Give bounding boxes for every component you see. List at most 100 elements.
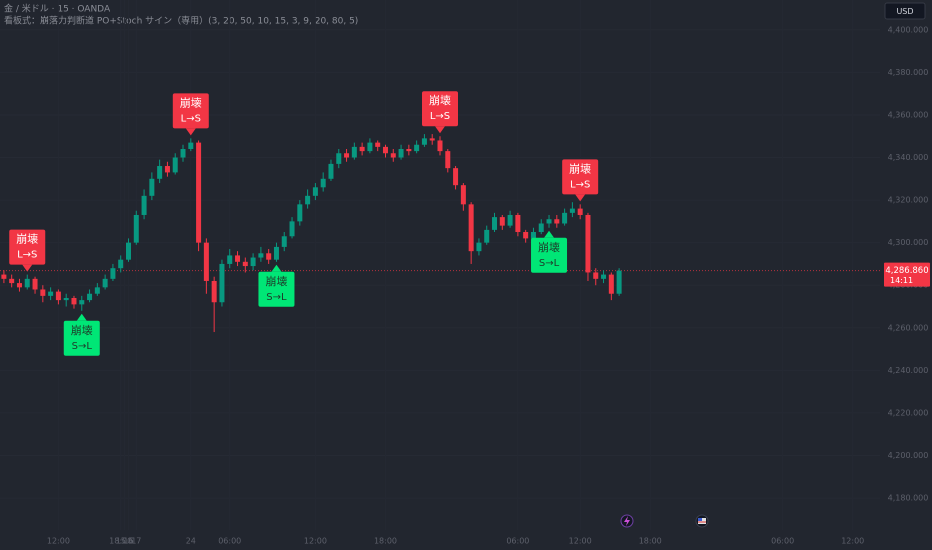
- candle-body: [554, 219, 560, 224]
- candle-body: [110, 268, 116, 279]
- candle-body: [1, 274, 7, 279]
- candle-body: [211, 280, 217, 303]
- x-tick-label: 15.5: [116, 537, 134, 546]
- y-tick-label: 4,180.000: [888, 494, 929, 503]
- candle-body: [414, 144, 420, 152]
- last-price-label: 4,286.860: [885, 266, 928, 276]
- candle-body: [616, 270, 622, 294]
- signal-box: [9, 229, 46, 265]
- candle-body: [523, 232, 529, 239]
- signal-title: 崩壊: [71, 323, 93, 337]
- candle-body: [141, 195, 147, 215]
- candle-body: [328, 163, 334, 179]
- y-tick-label: 4,200.000: [888, 451, 929, 460]
- x-tick-label: 12:00: [304, 537, 327, 546]
- signal-pointer: [76, 313, 87, 321]
- candle-body: [601, 274, 607, 279]
- candle-body: [9, 278, 15, 284]
- signal-label: S→L: [539, 258, 560, 269]
- candle-body: [273, 246, 279, 260]
- x-tick-label: 17: [131, 537, 141, 546]
- x-tick-label: 24: [186, 537, 196, 546]
- x-tick-label: 06:00: [218, 537, 241, 546]
- signal-box: [422, 91, 458, 127]
- signal-box: [172, 93, 209, 129]
- candle-body: [460, 185, 466, 205]
- signal-box: [531, 237, 568, 273]
- x-tick-label: 16: [123, 537, 133, 546]
- candle-body: [367, 142, 373, 152]
- candle-body: [429, 138, 435, 141]
- candle-body: [437, 140, 443, 152]
- candle-body: [118, 259, 124, 269]
- x-tick-label: 12:00: [569, 537, 592, 546]
- candle-body: [71, 297, 77, 305]
- candle-body: [344, 153, 350, 158]
- chart-title: 金 / 米ドル · 15 · OANDA: [4, 3, 111, 15]
- signal-pointer: [271, 264, 282, 272]
- signal-marker: 崩壊 L→S: [562, 159, 599, 202]
- indicator-title: 看板式：崩落力判断道 PO+Stoch サイン（専用）(3, 20, 50, 1…: [4, 15, 358, 27]
- candle-body: [227, 255, 233, 264]
- candle-body: [281, 236, 287, 247]
- candle-body: [499, 217, 505, 226]
- candle-body: [24, 278, 30, 288]
- x-tick-label: 06:00: [771, 537, 794, 546]
- candle-body: [79, 300, 85, 305]
- y-tick-label: 4,220.000: [888, 408, 929, 417]
- candle-body: [289, 221, 295, 237]
- y-tick-label: 4,320.000: [888, 196, 929, 205]
- candle-body: [40, 289, 46, 296]
- candle-body: [188, 142, 194, 149]
- event-icon-bolt: [624, 516, 630, 526]
- candle-body: [164, 166, 170, 173]
- y-tick-label: 4,240.000: [888, 366, 929, 375]
- signal-label: L→S: [570, 179, 590, 190]
- candle-body: [562, 212, 568, 224]
- signal-title: 崩壊: [429, 93, 451, 107]
- candle-body: [172, 157, 178, 173]
- candle-body: [593, 272, 599, 279]
- candle-body: [55, 291, 61, 301]
- signal-title: 崩壊: [569, 161, 591, 175]
- signal-marker: 崩壊 S→L: [531, 230, 568, 273]
- signal-title: 崩壊: [265, 274, 287, 288]
- candle-body: [305, 195, 311, 205]
- candle-body: [242, 261, 248, 267]
- candle-body: [421, 138, 427, 145]
- candle-body: [149, 178, 155, 196]
- candle-body: [406, 148, 412, 152]
- signal-marker: 崩壊 L→S: [422, 91, 458, 134]
- candle-body: [468, 204, 474, 252]
- candle-body: [569, 208, 575, 213]
- signal-box: [562, 159, 599, 195]
- candle-body: [453, 168, 459, 186]
- countdown-label: 14:11: [890, 276, 913, 285]
- candle-body: [235, 255, 241, 262]
- signal-marker: 崩壊 L→S: [172, 93, 209, 136]
- candle-body: [250, 257, 256, 267]
- candle-body: [16, 283, 22, 288]
- candle-body: [320, 178, 326, 188]
- signal-title: 崩壊: [538, 240, 560, 254]
- last-price-tag: [884, 262, 930, 287]
- candle-body: [538, 223, 544, 233]
- candle-body: [577, 208, 583, 215]
- x-tick-label: 18:00: [639, 537, 662, 546]
- candle-body: [203, 242, 209, 281]
- candle-body: [219, 263, 225, 303]
- currency-button[interactable]: [884, 2, 926, 20]
- candle-body: [157, 166, 163, 179]
- flag-icon-canton: [698, 518, 702, 521]
- candle-body: [266, 253, 272, 260]
- candle-body: [312, 187, 318, 196]
- signal-box: [63, 320, 100, 356]
- candle-body: [336, 153, 342, 164]
- currency-label[interactable]: USD: [896, 7, 913, 16]
- signal-marker: 崩壊 S→L: [63, 313, 100, 356]
- candle-body: [87, 293, 93, 301]
- candle-body: [585, 214, 591, 273]
- x-tick-label: 18:00: [374, 537, 397, 546]
- candle-body: [492, 217, 498, 230]
